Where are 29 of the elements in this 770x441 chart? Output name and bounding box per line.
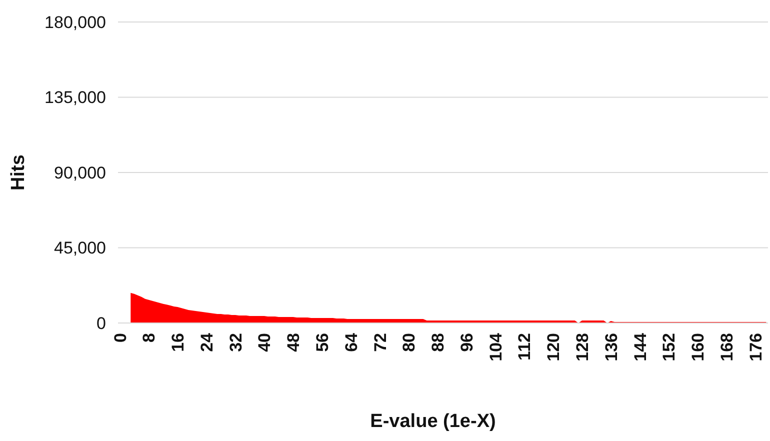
x-tick-label: 32 [226, 333, 246, 352]
x-tick-label: 24 [197, 332, 216, 352]
x-tick-label: 56 [312, 333, 332, 352]
x-tick-label: 160 [688, 333, 708, 362]
x-tick-label: 48 [284, 333, 304, 352]
x-tick-label: 168 [717, 333, 736, 362]
x-tick-label: 128 [572, 333, 592, 362]
x-tick-label: 112 [515, 333, 534, 360]
x-tick-label: 88 [428, 333, 448, 352]
x-axis-title: E-value (1e-X) [370, 411, 496, 432]
x-tick-label: 136 [602, 333, 621, 362]
x-tick-label: 40 [255, 333, 274, 352]
x-tick-label: 80 [400, 333, 419, 352]
x-tick-label: 176 [746, 333, 766, 362]
x-tick-label: 120 [544, 333, 564, 362]
x-tick-label: 152 [660, 333, 679, 362]
y-tick-label: 45,000 [54, 238, 106, 258]
x-tick-label: 96 [457, 333, 476, 352]
x-tick-label: 72 [370, 333, 390, 352]
x-tick-label: 0 [110, 333, 130, 342]
x-tick-label: 64 [342, 332, 361, 352]
y-tick-label: 180,000 [44, 12, 106, 32]
x-tick-label: 104 [486, 332, 506, 362]
y-tick-label: 135,000 [44, 88, 106, 108]
x-tick-label: 144 [630, 332, 650, 362]
y-tick-label: 90,000 [54, 163, 106, 182]
y-axis-title: Hits [8, 154, 29, 190]
x-tick-label: 16 [168, 333, 188, 352]
x-tick-label: 8 [140, 333, 159, 342]
